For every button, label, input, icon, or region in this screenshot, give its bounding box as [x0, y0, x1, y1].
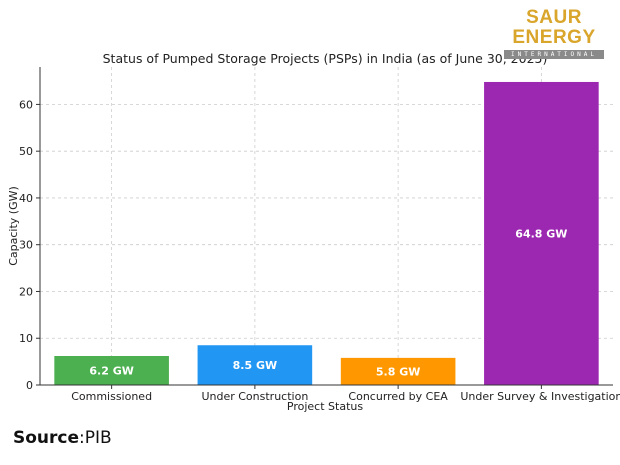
x-axis-label: Project Status [287, 400, 363, 413]
brand-subtitle: INTERNATIONAL [504, 50, 604, 59]
y-tick-label: 50 [19, 145, 33, 158]
chart-title: Status of Pumped Storage Projects (PSPs)… [103, 51, 548, 66]
y-tick-label: 30 [19, 239, 33, 252]
y-tick-label: 40 [19, 192, 33, 205]
y-tick-label: 20 [19, 285, 33, 298]
x-tick-label: Under Construction [201, 390, 308, 403]
x-tick-label: Under Survey & Investigation [460, 390, 620, 403]
bar-under-construction [197, 345, 313, 385]
y-tick-label: 0 [26, 379, 33, 392]
brand-logo: SAUR ENERGY INTERNATIONAL [504, 8, 604, 59]
x-tick-label: Concurred by CEA [348, 390, 448, 403]
bar-under-survey-investigation [484, 81, 599, 385]
bar-data-label: 64.8 GW [515, 227, 567, 240]
bar-data-label: 8.5 GW [233, 359, 277, 372]
source-note: Source:PIB [13, 428, 112, 448]
source-value: :PIB [79, 428, 112, 448]
axes [39, 67, 613, 386]
y-tick-label: 60 [19, 98, 33, 111]
y-tick-label: 10 [19, 332, 33, 345]
source-label: Source [13, 428, 80, 448]
bar-commissioned [54, 356, 169, 385]
y-axis-label: Capacity (GW) [7, 186, 20, 266]
bar-data-label: 5.8 GW [376, 365, 420, 378]
bars: 6.2 GW 8.5 GW 5.8 GW 64.8 GW [54, 81, 599, 385]
bar-data-label: 6.2 GW [89, 365, 133, 378]
brand-name: SAUR ENERGY [512, 7, 596, 48]
ticks: 0 10 20 30 40 50 60 Commissioned Under Construct… [19, 98, 620, 403]
bar-concurred-by-cea [340, 357, 456, 385]
x-tick-label: Commissioned [71, 390, 152, 403]
